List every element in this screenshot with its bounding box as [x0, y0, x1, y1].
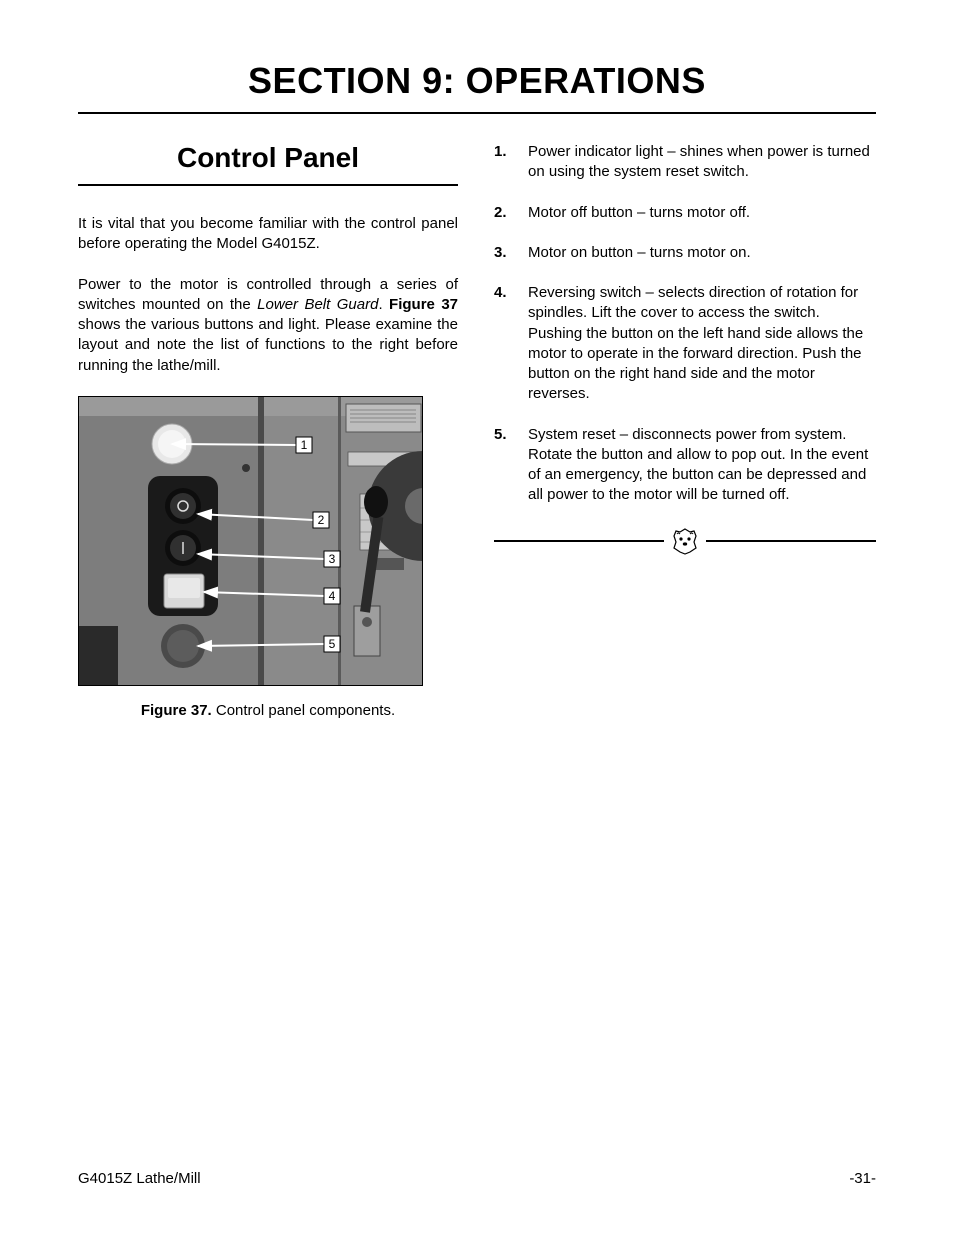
list-text: Motor off button – turns motor off. — [528, 203, 876, 223]
list-number: 4. — [494, 283, 528, 405]
list-number: 5. — [494, 425, 528, 506]
list-text: System reset – disconnects power from sy… — [528, 425, 876, 506]
bear-icon — [670, 526, 700, 556]
body-text-mid: . — [378, 296, 389, 313]
list-item: 1. Power indicator light – shines when p… — [494, 142, 876, 183]
list-text: Reversing switch – selects direction of … — [528, 283, 876, 405]
list-item: 2. Motor off button – turns motor off. — [494, 203, 876, 223]
svg-text:5: 5 — [329, 637, 336, 651]
footer-right: -31- — [849, 1170, 876, 1187]
divider-line — [706, 540, 876, 542]
section-title: SECTION 9: OPERATIONS — [78, 60, 876, 114]
list-item: 4. Reversing switch – selects direction … — [494, 283, 876, 405]
page-footer: G4015Z Lathe/Mill -31- — [78, 1170, 876, 1187]
footer-left: G4015Z Lathe/Mill — [78, 1170, 201, 1187]
list-item: 3. Motor on button – turns motor on. — [494, 243, 876, 263]
list-text: Power indicator light – shines when powe… — [528, 142, 876, 183]
svg-text:3: 3 — [329, 552, 336, 566]
section-divider — [494, 526, 876, 556]
list-number: 2. — [494, 203, 528, 223]
control-panel-diagram: 1 2 3 4 5 — [78, 396, 423, 696]
svg-text:4: 4 — [329, 589, 336, 603]
svg-text:1: 1 — [301, 438, 308, 452]
figure-caption: Figure 37. Control panel components. — [78, 702, 458, 719]
body-paragraph: Power to the motor is controlled through… — [78, 275, 458, 376]
figure-37: 1 2 3 4 5 Figure 37. Control panel component… — [78, 396, 458, 719]
figure-caption-bold: Figure 37. — [141, 702, 212, 719]
two-column-layout: Control Panel It is vital that you becom… — [78, 142, 876, 719]
body-text-post: shows the various buttons and light. Ple… — [78, 316, 458, 374]
control-panel-heading: Control Panel — [78, 142, 458, 186]
list-item: 5. System reset – disconnects power from… — [494, 425, 876, 506]
divider-line — [494, 540, 664, 542]
figure-caption-text: Control panel components. — [212, 702, 395, 719]
component-list: 1. Power indicator light – shines when p… — [494, 142, 876, 506]
svg-text:2: 2 — [318, 513, 325, 527]
list-number: 3. — [494, 243, 528, 263]
body-text-italic: Lower Belt Guard — [257, 296, 378, 313]
right-column: 1. Power indicator light – shines when p… — [494, 142, 876, 719]
body-text-bold: Figure 37 — [389, 296, 458, 313]
intro-paragraph: It is vital that you become familiar wit… — [78, 214, 458, 255]
left-column: Control Panel It is vital that you becom… — [78, 142, 458, 719]
list-text: Motor on button – turns motor on. — [528, 243, 876, 263]
list-number: 1. — [494, 142, 528, 183]
